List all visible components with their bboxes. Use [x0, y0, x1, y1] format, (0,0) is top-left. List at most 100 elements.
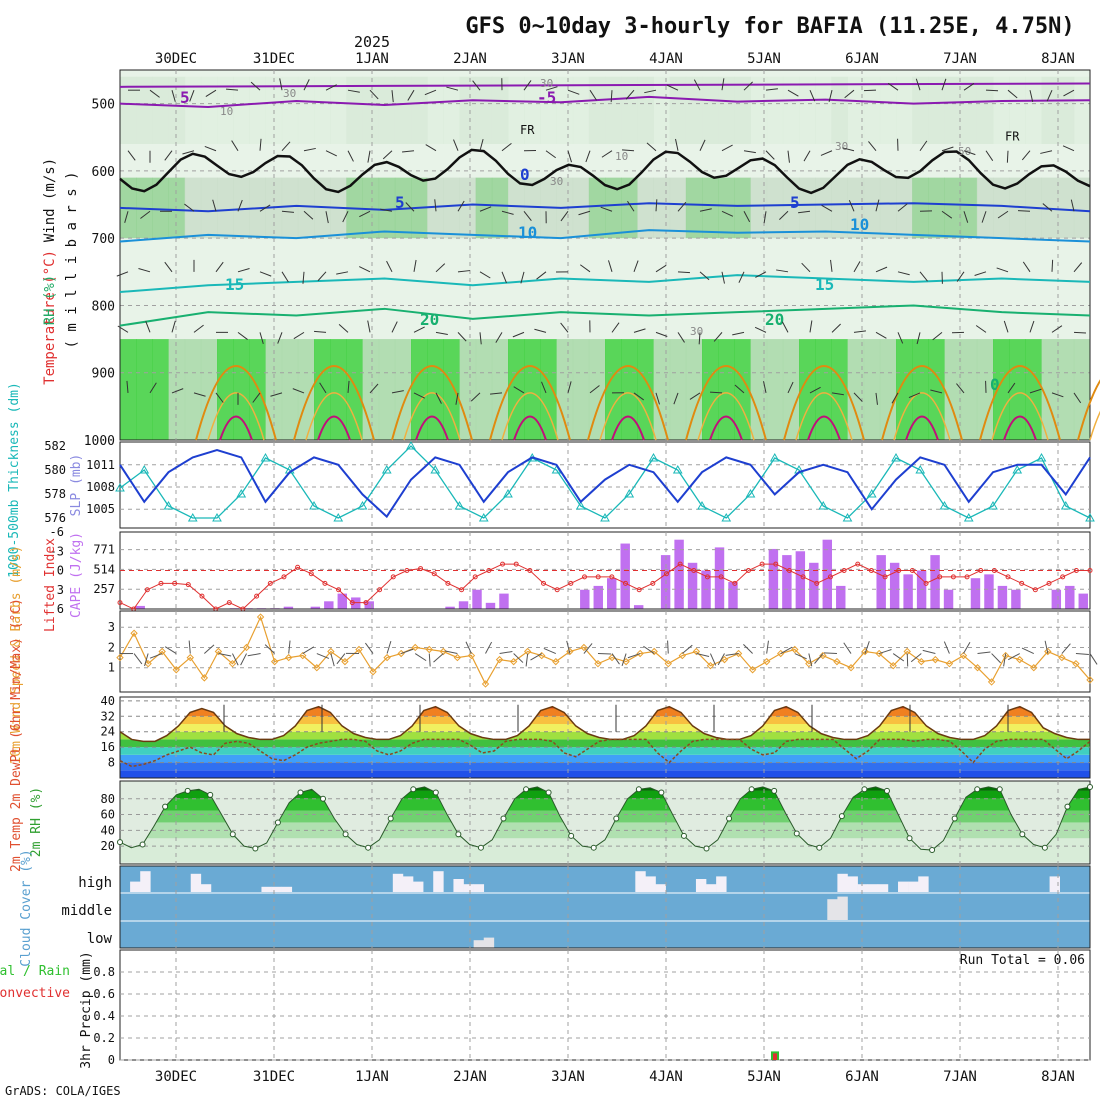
rh-shade-high — [572, 76, 590, 144]
cloud-bar — [433, 871, 444, 892]
wind-barb — [997, 210, 1009, 219]
wind-barb — [1042, 203, 1053, 212]
chart-title: GFS 0~10day 3-hourly for BAFIA (11.25E, … — [465, 14, 1074, 39]
wind-barb — [930, 389, 943, 394]
rh-shade-low — [362, 339, 380, 440]
li-tick: -6 — [50, 525, 64, 539]
isotherm-label: 5 — [790, 193, 800, 212]
wind-barb — [490, 392, 503, 395]
cape-bar — [795, 551, 806, 609]
wind-barb — [212, 199, 217, 212]
wind-barb — [367, 150, 371, 163]
li-marker — [199, 593, 205, 599]
cloud-bar — [190, 873, 202, 892]
credit-label: GrADS: COLA/IGES — [5, 1084, 121, 1098]
li-marker — [704, 574, 710, 580]
wind-speed-marker — [833, 657, 841, 666]
wind-barb — [677, 332, 685, 343]
wind-barb — [391, 390, 404, 394]
rh-contour-label: 10 — [615, 150, 628, 163]
li-marker — [827, 574, 833, 580]
isotherm-label: 0 — [520, 165, 530, 184]
surface-wind-barb — [991, 653, 1001, 664]
thickness-marker — [988, 500, 998, 510]
rh-marker — [365, 844, 372, 851]
li-marker — [800, 574, 806, 580]
wind-barb — [457, 200, 465, 212]
wind-barb — [673, 392, 679, 405]
rh-marker — [929, 847, 936, 854]
wind-barb — [472, 80, 481, 91]
wind-barb — [844, 89, 855, 99]
wind-barb — [709, 391, 723, 394]
rh-shade-low — [152, 339, 169, 440]
cloud-axis-label: Cloud Cover (%) — [19, 849, 34, 966]
wind-barb — [781, 321, 789, 333]
wind-barb — [875, 266, 888, 273]
wind-barb — [677, 201, 687, 212]
surface-wind-barb — [247, 653, 261, 657]
cape-bar — [499, 593, 509, 609]
hot-isotherm — [709, 415, 743, 441]
rh-shade-low — [782, 339, 800, 440]
wind-barb — [402, 150, 415, 153]
rh-shade-mid — [912, 177, 929, 239]
wind-barb — [821, 204, 833, 212]
rh-marker — [1064, 803, 1071, 810]
precip-bar-convective — [773, 1053, 777, 1060]
cape-bar — [809, 562, 819, 609]
thickness-axis-label: 1000-500mb Thickness (dm) — [7, 382, 22, 578]
li-marker — [882, 574, 888, 580]
cloud-bar — [483, 937, 495, 948]
cape-bar — [1051, 589, 1062, 609]
bottom-date-label: 3JAN — [551, 1069, 585, 1085]
wind-barb — [470, 392, 481, 402]
surface-wind-barb — [627, 653, 641, 659]
li-marker — [937, 574, 943, 580]
wind-barb — [644, 89, 657, 94]
thickness-marker — [309, 500, 319, 510]
rh-shade-mid — [605, 177, 622, 239]
rh-marker — [545, 789, 552, 796]
surface-wind-barb — [133, 653, 143, 665]
rh-shade-mid — [863, 177, 881, 239]
warm-isotherm — [979, 365, 1061, 441]
li-marker — [718, 574, 724, 580]
wind-barb — [830, 259, 833, 272]
li-marker — [964, 574, 970, 580]
pressure-tick-label: 600 — [92, 165, 115, 180]
rh-shade-mid — [168, 177, 186, 239]
warm-isotherm — [991, 392, 1049, 441]
li-marker — [267, 580, 273, 586]
wind-barb — [754, 326, 767, 333]
cape-bar — [472, 589, 482, 609]
wind-barb — [545, 86, 558, 91]
rh-shade-low — [734, 339, 751, 440]
wind-barb — [523, 80, 532, 91]
rh-shade-high — [249, 76, 266, 144]
wind-barb — [457, 270, 470, 273]
surface-wind-barb — [892, 653, 905, 662]
surface-wind-barb — [525, 653, 529, 667]
surface-wind-barb — [878, 649, 892, 655]
wind-barb — [215, 261, 224, 273]
cloud-bar — [635, 871, 646, 892]
li-marker — [663, 571, 669, 577]
wind-speed-marker — [678, 651, 687, 660]
thickness-marker — [1012, 464, 1023, 474]
li-marker — [909, 568, 915, 573]
wind-speed-marker — [509, 657, 518, 666]
rh-tick: 60 — [101, 808, 115, 822]
li-marker — [445, 580, 451, 586]
rh-shade-low — [346, 339, 363, 440]
surface-wind-barb — [1089, 653, 1098, 665]
wind-barb — [579, 264, 591, 273]
bottom-date-label: 6JAN — [845, 1069, 879, 1085]
rh-shade-low — [427, 339, 444, 440]
surface-wind-barb — [621, 653, 627, 667]
cape-tick: 771 — [93, 543, 115, 557]
wind-barb — [560, 322, 569, 333]
rh-shade-low — [588, 339, 606, 440]
cape-bar — [607, 578, 617, 609]
wind-barb — [259, 271, 272, 277]
